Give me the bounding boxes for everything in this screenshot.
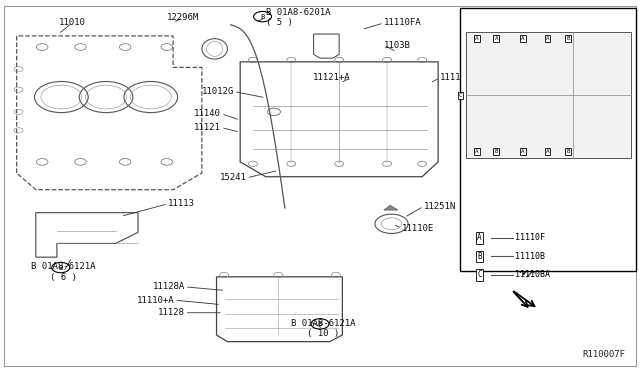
Text: A: A [476, 36, 479, 41]
Text: A: A [545, 36, 549, 41]
Text: B 01A8-6121A
( 6 ): B 01A8-6121A ( 6 ) [31, 262, 95, 282]
Text: 11110E: 11110E [402, 224, 434, 233]
Text: 11110F: 11110F [515, 233, 545, 243]
Text: 11128A: 11128A [152, 282, 184, 291]
Text: A: A [545, 149, 549, 154]
Text: 11140: 11140 [194, 109, 221, 118]
Text: 11110: 11110 [440, 73, 467, 82]
Bar [466, 32, 631, 158]
Text: 11251N: 11251N [424, 202, 456, 211]
Text: B: B [260, 14, 265, 20]
Text: 11113: 11113 [168, 199, 195, 208]
Text: 11110BA: 11110BA [515, 270, 550, 279]
Polygon shape [384, 205, 398, 210]
Text: 11110FA: 11110FA [384, 19, 422, 28]
Text: B: B [495, 149, 498, 154]
Text: 11128: 11128 [157, 308, 184, 317]
Text: FRONT: FRONT [502, 257, 534, 282]
Text: C: C [477, 270, 482, 279]
Text: R110007F: R110007F [582, 350, 625, 359]
Text: 12296M: 12296M [166, 13, 199, 22]
Text: A: A [495, 36, 498, 41]
Text: A: A [522, 36, 525, 41]
Text: C: C [459, 93, 462, 98]
Text: 11110+A: 11110+A [137, 296, 174, 305]
Text: 11121: 11121 [194, 123, 221, 132]
Text: A: A [476, 149, 479, 154]
Text: 11012G: 11012G [202, 87, 234, 96]
Text: 11110B: 11110B [515, 252, 545, 261]
Bar [461, 8, 636, 271]
Text: A: A [477, 233, 482, 243]
Text: A: A [522, 149, 525, 154]
Text: B: B [566, 149, 570, 154]
Text: 1103B: 1103B [384, 41, 411, 50]
Text: B 01A8-6121A
( 10 ): B 01A8-6121A ( 10 ) [291, 319, 355, 339]
Text: B: B [477, 252, 482, 261]
Text: B 01A8-6201A
( 5 ): B 01A8-6201A ( 5 ) [266, 8, 330, 27]
Text: B: B [318, 321, 322, 327]
Text: B: B [566, 36, 570, 41]
Text: B: B [59, 264, 63, 270]
Text: 15241: 15241 [220, 173, 246, 182]
Text: 11121+A: 11121+A [313, 73, 351, 82]
Text: 11010: 11010 [59, 19, 86, 28]
